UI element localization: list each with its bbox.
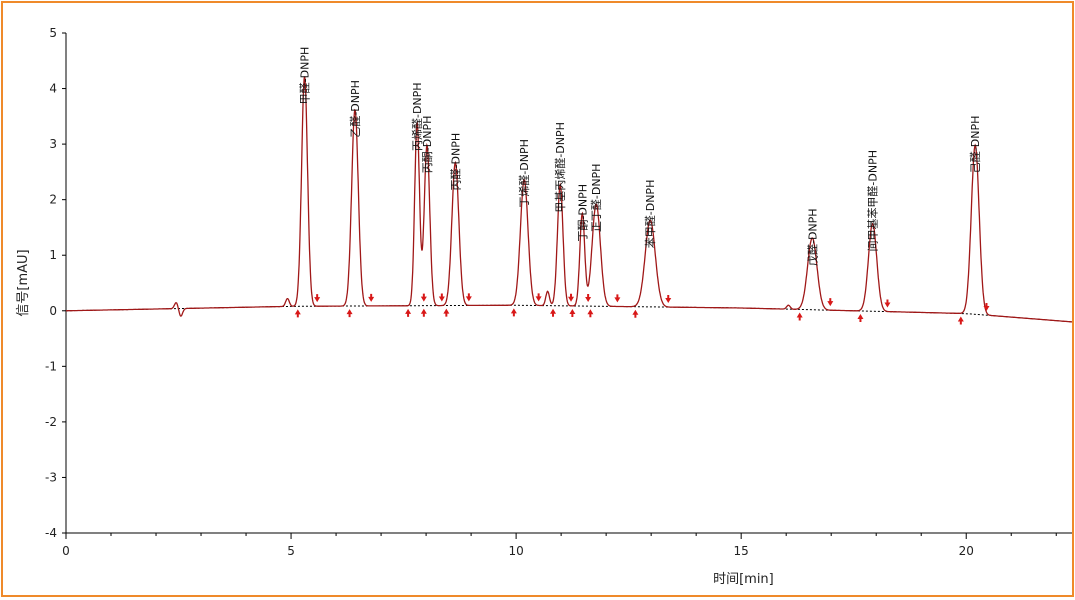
peak-label: 戊醛-DNPH — [805, 208, 819, 266]
peak-end-marker — [827, 298, 834, 307]
peak-start-marker — [443, 308, 450, 317]
peak-start-marker — [796, 312, 803, 321]
peak-label: 苯甲醛-DNPH — [643, 180, 657, 249]
integration-markers — [294, 293, 990, 325]
peak-start-marker — [405, 308, 412, 317]
signal-trace — [66, 76, 1072, 323]
peak-start-marker — [632, 309, 639, 318]
peak-end-marker — [368, 293, 375, 302]
x-tick-label: 5 — [287, 544, 295, 558]
y-tick-label: -4 — [45, 526, 57, 540]
y-tick-label: 4 — [49, 82, 57, 96]
peak-end-marker — [568, 293, 575, 302]
peak-end-marker — [665, 294, 672, 303]
peak-end-marker — [983, 303, 990, 312]
y-tick-label: -2 — [45, 415, 57, 429]
peak-end-marker — [438, 293, 445, 302]
y-tick-label: 2 — [49, 193, 57, 207]
y-axis-label: 信号[mAU] — [16, 249, 31, 316]
peak-start-marker — [294, 309, 301, 318]
y-tick-label: 0 — [49, 304, 57, 318]
peak-end-marker — [884, 299, 891, 308]
peak-label: 丙醛-DNPH — [448, 133, 462, 191]
peak-label: 间甲基苯甲醛-DNPH — [866, 150, 880, 252]
peak-label: 正丁醛-DNPH — [589, 164, 603, 233]
peak-label: 丙烯醛-DNPH — [410, 82, 424, 151]
x-tick-label: 0 — [62, 544, 70, 558]
axis-ticks: -4 -3 -2 -1 0 1 2 3 4 5 0 5 10 15 20 — [45, 26, 1057, 558]
peak-end-marker — [614, 294, 621, 303]
peak-start-marker — [857, 314, 864, 323]
y-tick-label: 1 — [49, 248, 57, 262]
peak-start-marker — [587, 309, 594, 318]
peak-end-marker — [314, 294, 321, 303]
y-tick-label: 3 — [49, 137, 57, 151]
x-tick-label: 20 — [959, 544, 974, 558]
peak-label: 己醛-DNPH — [968, 116, 982, 174]
peak-start-marker — [569, 309, 576, 318]
y-tick-label: 5 — [49, 26, 57, 40]
peak-start-marker — [550, 308, 557, 317]
peak-label: 甲基丙烯醛-DNPH — [553, 122, 567, 213]
chart-axes — [65, 33, 1072, 534]
y-tick-label: -1 — [45, 359, 57, 373]
x-axis-label: 时间[min] — [713, 572, 774, 587]
x-tick-label: 10 — [508, 544, 523, 558]
peak-label: 乙醛-DNPH — [348, 80, 362, 138]
peak-start-marker — [346, 309, 353, 318]
peak-start-marker — [420, 308, 427, 317]
peak-start-marker — [510, 308, 517, 317]
peak-label: 甲醛-DNPH — [298, 47, 312, 105]
peak-label: 丁酮-DNPH — [576, 184, 589, 242]
peak-end-marker — [465, 293, 472, 302]
chromatogram-chart: -4 -3 -2 -1 0 1 2 3 4 5 0 5 10 15 20 甲醛-DNPH 乙醛-DNPH 丙烯醛… — [16, 26, 1073, 587]
y-tick-label: -3 — [45, 470, 57, 484]
peak-start-marker — [957, 316, 964, 325]
peak-end-marker — [535, 293, 542, 302]
peak-label: 丁烯醛-DNPH — [517, 139, 531, 208]
peak-label: 丙酮-DNPH — [421, 116, 434, 174]
peak-end-marker — [585, 294, 592, 302]
peak-end-marker — [420, 293, 427, 302]
x-tick-label: 15 — [734, 544, 749, 558]
